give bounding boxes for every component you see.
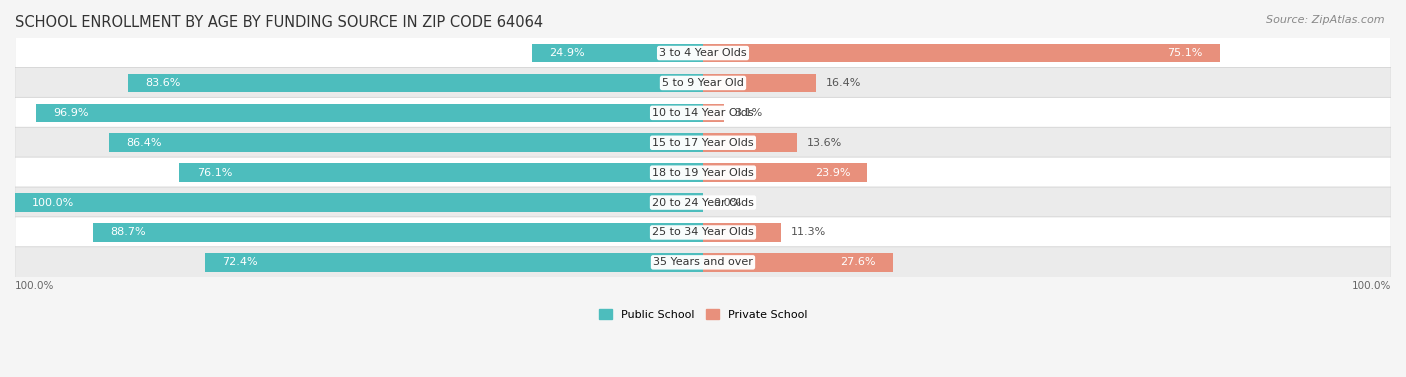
Bar [703,253,893,271]
Text: 18 to 19 Year Olds: 18 to 19 Year Olds [652,168,754,178]
Bar [703,104,724,122]
Text: 24.9%: 24.9% [548,48,585,58]
Bar [15,193,703,212]
Bar [37,104,703,122]
Text: 88.7%: 88.7% [110,227,146,238]
Bar [180,163,703,182]
Text: 15 to 17 Year Olds: 15 to 17 Year Olds [652,138,754,148]
Bar [703,223,780,242]
FancyBboxPatch shape [15,127,1391,158]
Text: 100.0%: 100.0% [32,198,75,208]
Text: 83.6%: 83.6% [145,78,180,88]
Text: 13.6%: 13.6% [807,138,842,148]
Text: 20 to 24 Year Olds: 20 to 24 Year Olds [652,198,754,208]
Bar [128,74,703,92]
Text: 25 to 34 Year Olds: 25 to 34 Year Olds [652,227,754,238]
Text: 0.0%: 0.0% [713,198,741,208]
Text: 96.9%: 96.9% [53,108,89,118]
Text: 75.1%: 75.1% [1167,48,1202,58]
Bar [108,133,703,152]
Text: 16.4%: 16.4% [827,78,862,88]
Text: 76.1%: 76.1% [197,168,232,178]
FancyBboxPatch shape [15,67,1391,98]
Legend: Public School, Private School: Public School, Private School [595,305,811,324]
Text: 72.4%: 72.4% [222,257,257,267]
FancyBboxPatch shape [15,97,1391,129]
Bar [703,163,868,182]
Bar [205,253,703,271]
FancyBboxPatch shape [15,187,1391,218]
Text: 3.1%: 3.1% [735,108,763,118]
Text: 11.3%: 11.3% [792,227,827,238]
Text: 27.6%: 27.6% [841,257,876,267]
Text: 23.9%: 23.9% [814,168,851,178]
Text: 100.0%: 100.0% [1351,281,1391,291]
FancyBboxPatch shape [15,157,1391,188]
Bar [531,44,703,62]
Text: 3 to 4 Year Olds: 3 to 4 Year Olds [659,48,747,58]
Text: 100.0%: 100.0% [15,281,55,291]
Text: Source: ZipAtlas.com: Source: ZipAtlas.com [1267,15,1385,25]
FancyBboxPatch shape [15,217,1391,248]
FancyBboxPatch shape [15,247,1391,278]
Bar [703,74,815,92]
Text: 10 to 14 Year Olds: 10 to 14 Year Olds [652,108,754,118]
Bar [93,223,703,242]
FancyBboxPatch shape [15,38,1391,69]
Text: 86.4%: 86.4% [125,138,162,148]
Bar [703,44,1219,62]
Text: 5 to 9 Year Old: 5 to 9 Year Old [662,78,744,88]
Text: SCHOOL ENROLLMENT BY AGE BY FUNDING SOURCE IN ZIP CODE 64064: SCHOOL ENROLLMENT BY AGE BY FUNDING SOUR… [15,15,543,30]
Text: 35 Years and over: 35 Years and over [652,257,754,267]
Bar [703,133,797,152]
